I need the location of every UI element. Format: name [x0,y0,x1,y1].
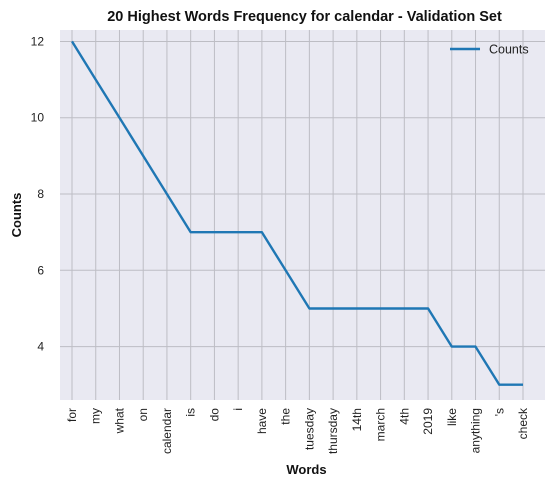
plot-area [60,30,545,400]
legend: Counts [450,43,529,57]
x-tick-label: for [65,408,79,422]
x-tick-label: like [445,408,459,426]
x-tick-label: 14th [350,408,364,431]
x-axis-label: Words [286,462,326,477]
x-tick-label: on [136,408,150,421]
x-tick-label: 's [492,408,506,416]
x-tick-label: 2019 [421,408,435,435]
y-tick-label: 6 [37,263,44,277]
x-tick-label: my [89,408,103,424]
y-ticks: 4 6 8 10 12 [31,34,45,353]
x-tick-label: i [231,408,245,411]
series-layer [70,40,523,386]
x-tick-label: have [255,408,269,434]
y-tick-label: 12 [31,34,45,48]
x-tick-label: tuesday [302,408,316,450]
x-ticks: for my what on calendar is do i have the tuesday th… [65,407,530,454]
x-tick-label: the [279,408,293,425]
x-tick-label: calendar [160,408,174,454]
x-tick-label: is [184,408,198,417]
x-tick-label: anything [469,408,483,453]
x-tick-label: what [112,407,126,434]
y-tick-label: 4 [37,340,44,354]
y-axis-label: Counts [9,193,24,238]
series-line-counts [70,40,523,386]
x-tick-label: march [374,408,388,441]
x-tick-label: thursday [326,408,340,454]
y-tick-label: 8 [37,187,44,201]
x-tick-label: do [207,408,221,422]
legend-label: Counts [489,43,529,57]
chart-title: 20 Highest Words Frequency for calendar … [107,9,502,25]
x-tick-label: 4th [397,408,411,425]
y-tick-label: 10 [31,111,45,125]
x-tick-label: check [516,407,530,439]
grid [60,30,545,400]
